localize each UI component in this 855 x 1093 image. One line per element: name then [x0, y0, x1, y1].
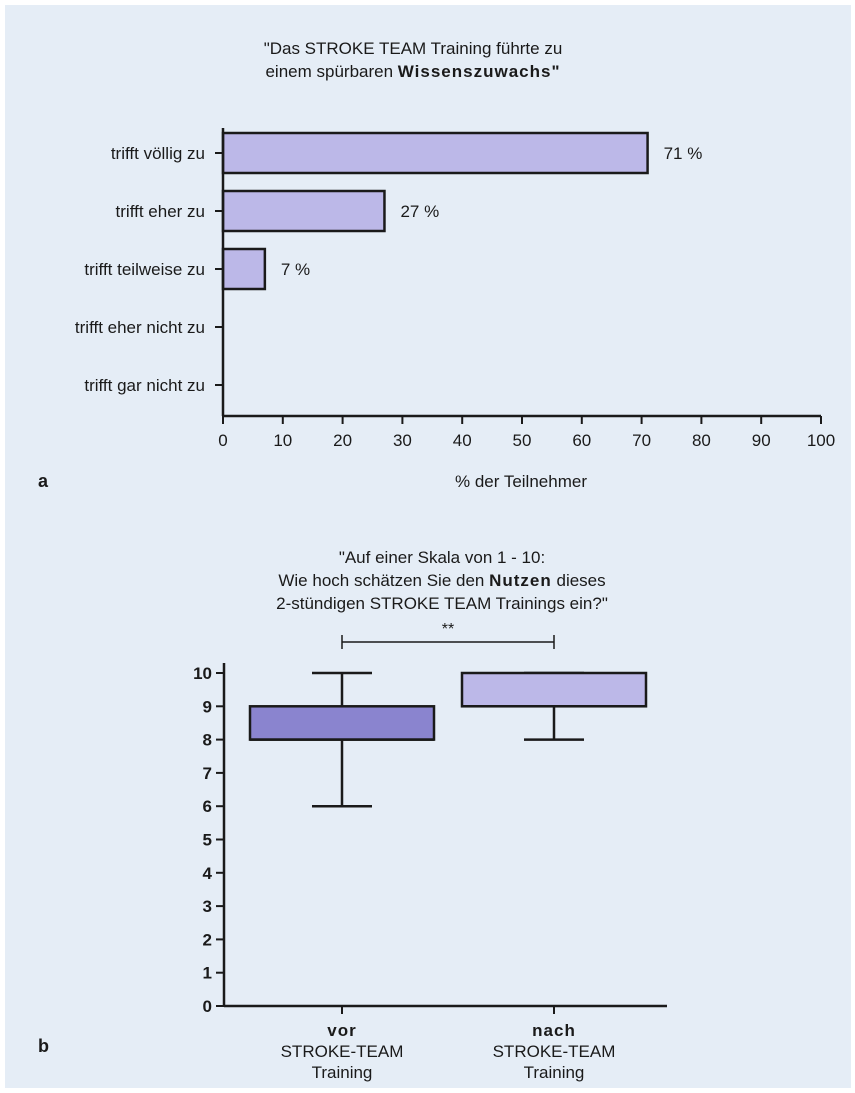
x-tick-label-0: 0	[218, 431, 227, 450]
bar-chart-x-axis-label: % der Teilnehmer	[455, 472, 587, 491]
box-plot-plot: 0 1 2 3 4 5 6 7 8 9 10 vor STROKE-TEAM Training nach ST…	[193, 621, 667, 1082]
panel-label-b: b	[38, 1036, 49, 1056]
y-tick-label-4: 4	[203, 864, 213, 883]
box-0	[248, 705, 436, 741]
x-tick-label-2: 20	[333, 431, 352, 450]
box-plot-title-line-2: Wie hoch schätzen Sie den Nutzen dieses	[278, 571, 605, 590]
x-tick-label-7: 70	[632, 431, 651, 450]
y-tick-label-0: trifft völlig zu	[111, 144, 205, 163]
data-label-1: 27 %	[400, 202, 439, 221]
box-plot-title-line-1: "Auf einer Skala von 1 - 10:	[339, 548, 545, 567]
y-tick-label-10: 10	[193, 664, 212, 683]
bar-0	[221, 131, 649, 175]
box-plot-panel: "Auf einer Skala von 1 - 10: Wie hoch sc…	[38, 548, 667, 1082]
bar-1	[221, 189, 386, 233]
bar-chart-panel: "Das STROKE TEAM Training führte zu eine…	[38, 39, 835, 491]
y-tick-label-1: trifft eher zu	[116, 202, 205, 221]
title-part: Nutzen	[489, 571, 552, 590]
x-tick-label-10: 100	[807, 431, 835, 450]
x-tick-label-4: 40	[453, 431, 472, 450]
x-tick-label-6: 60	[572, 431, 591, 450]
figure-panel: "Das STROKE TEAM Training führte zu eine…	[5, 5, 851, 1088]
y-tick-label-3: 3	[203, 897, 212, 916]
data-label-2: 7 %	[281, 260, 310, 279]
title-part: Wie hoch schätzen Sie den	[278, 571, 489, 590]
bar-2	[221, 247, 267, 291]
title-part: dieses	[552, 571, 606, 590]
y-tick-label-6: 6	[203, 797, 212, 816]
y-tick-label-2: 2	[203, 930, 212, 949]
bar-chart-title-line-2: einem spürbaren Wissenszuwachs"	[265, 62, 560, 81]
group-label-line-0-0: STROKE-TEAM	[281, 1042, 404, 1061]
x-tick-label-1: 10	[273, 431, 292, 450]
x-tick-label-3: 30	[393, 431, 412, 450]
x-tick-label-9: 90	[752, 431, 771, 450]
figure-svg: "Das STROKE TEAM Training führte zu eine…	[38, 39, 835, 1082]
y-tick-label-8: 8	[203, 731, 212, 750]
bar-chart-plot: trifft völlig zu 71 % trifft eher zu 27 % tr…	[75, 128, 835, 450]
y-tick-label-2: trifft teilweise zu	[84, 260, 205, 279]
y-tick-label-9: 9	[203, 697, 212, 716]
group-label-line-1-0: STROKE-TEAM	[493, 1042, 616, 1061]
panel-label-a: a	[38, 471, 49, 491]
y-tick-label-0: 0	[203, 997, 212, 1016]
data-label-0: 71 %	[664, 144, 703, 163]
significance-marker: **	[442, 621, 454, 638]
group-label-line-1-1: Training	[524, 1063, 585, 1082]
title-part: "Auf einer Skala von 1 - 10:	[339, 548, 545, 567]
title-part: Wissenszuwachs"	[398, 62, 561, 81]
x-tick-label-5: 50	[513, 431, 532, 450]
y-tick-label-3: trifft eher nicht zu	[75, 318, 205, 337]
bar-chart-title-line-1: "Das STROKE TEAM Training führte zu	[264, 39, 563, 58]
y-tick-label-7: 7	[203, 764, 212, 783]
x-tick-label-8: 80	[692, 431, 711, 450]
y-tick-label-4: trifft gar nicht zu	[84, 376, 205, 395]
group-label-line-0-1: Training	[312, 1063, 373, 1082]
group-label-bold-0: vor	[327, 1021, 356, 1040]
title-part: 2-stündigen STROKE TEAM Trainings ein?"	[276, 594, 608, 613]
y-tick-label-1: 1	[203, 964, 212, 983]
title-part: "Das STROKE TEAM Training führte zu	[264, 39, 563, 58]
box-1	[460, 671, 648, 708]
y-tick-label-5: 5	[203, 831, 212, 850]
title-part: einem spürbaren	[265, 62, 397, 81]
box-plot-title-line-3: 2-stündigen STROKE TEAM Trainings ein?"	[276, 594, 608, 613]
group-label-bold-1: nach	[532, 1021, 576, 1040]
